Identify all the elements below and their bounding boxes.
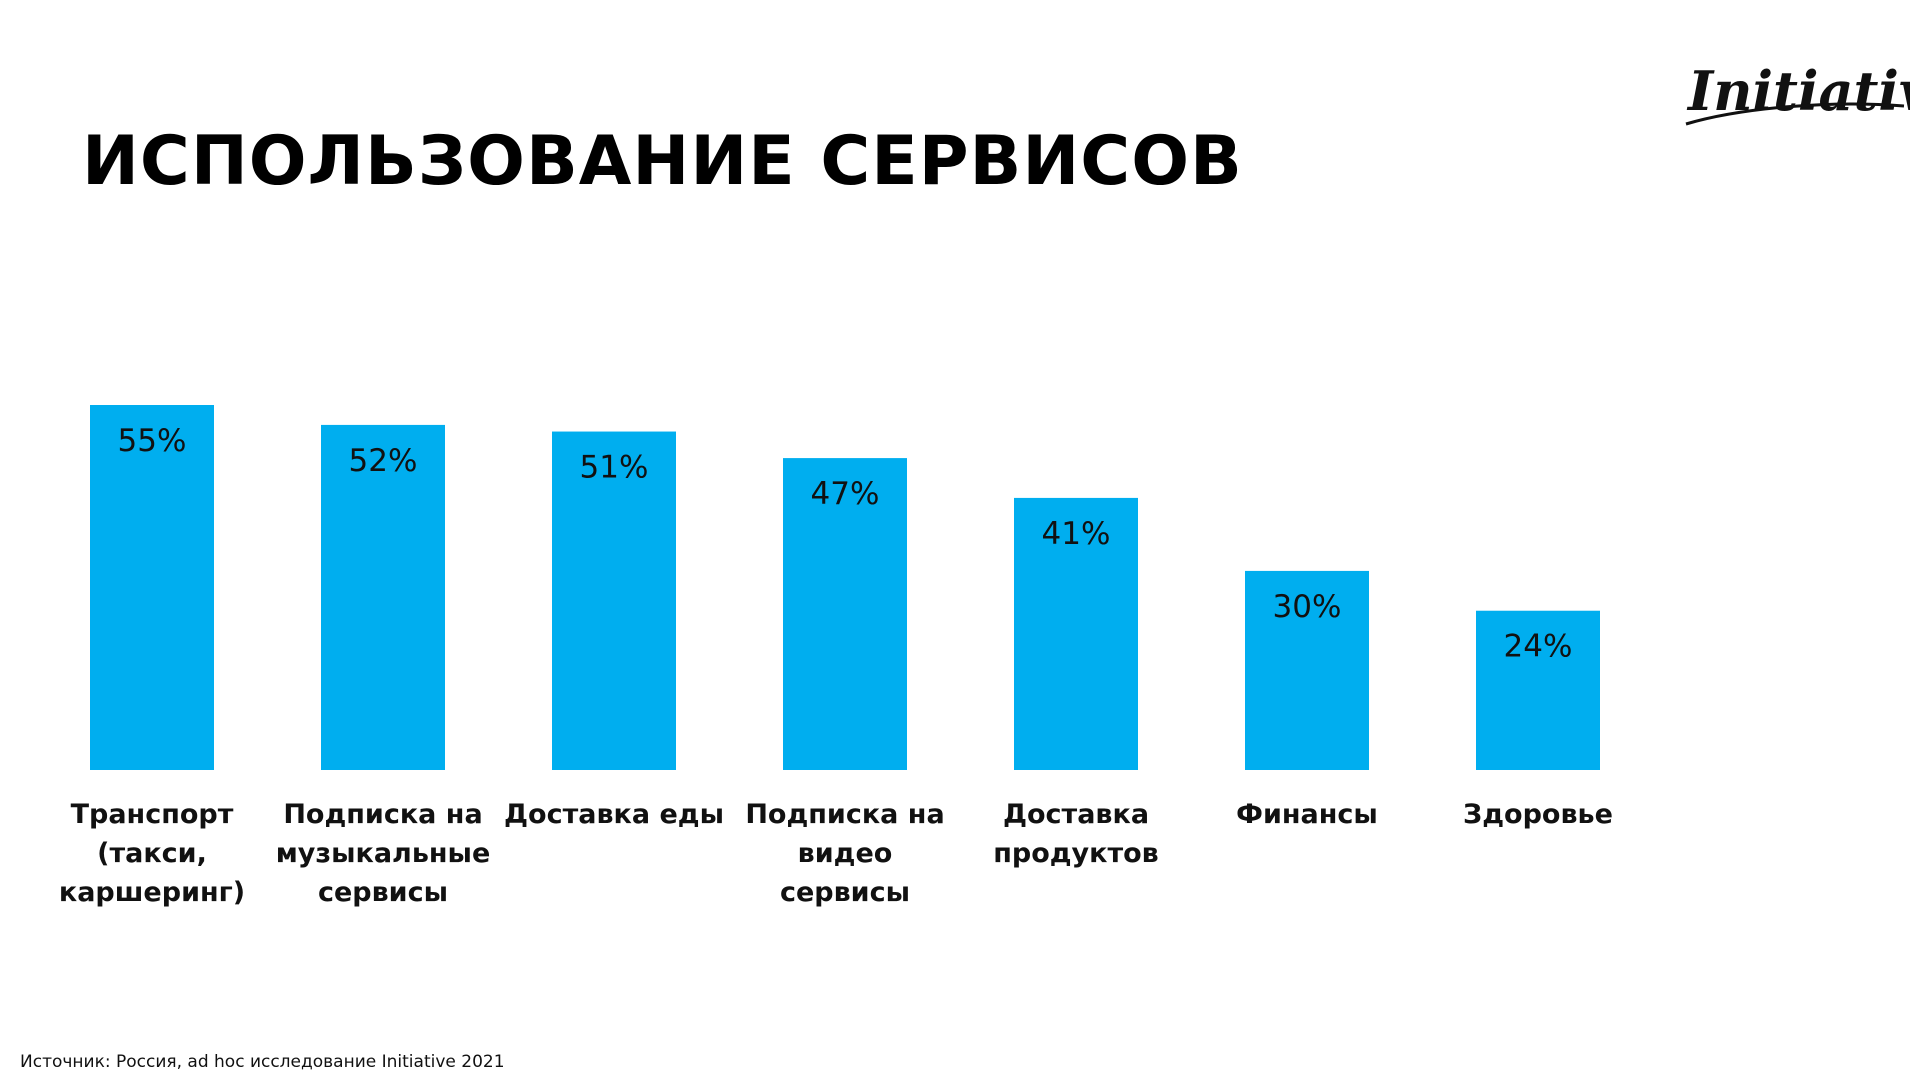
source-note: Источник: Россия, ad hoc исследование In…	[20, 1052, 505, 1072]
category-label: Транспорт (такси, каршеринг)	[37, 795, 267, 912]
bar-value-label: 47%	[811, 476, 880, 512]
category-label-line: музыкальные	[275, 838, 491, 869]
category-label: Подписка на видео сервисы	[730, 795, 960, 912]
category-label-line: Транспорт	[70, 799, 234, 830]
bar-5	[1014, 497, 1138, 770]
category-label-line: видео сервисы	[779, 838, 911, 908]
category-label-line: Подписка на	[283, 799, 483, 830]
category-label-line: сервисы	[317, 877, 449, 908]
category-label: Подписка на музыкальные сервисы	[268, 795, 498, 912]
category-label-line: (такси,	[97, 838, 207, 869]
category-label: Здоровье	[1423, 795, 1653, 834]
bar-value-label: 52%	[349, 443, 418, 479]
category-label-line: Доставка	[1002, 799, 1150, 830]
bar-value-label: 24%	[1504, 629, 1573, 665]
category-label-line: Финансы	[1236, 799, 1378, 830]
logo-text: Initiative	[1686, 59, 1910, 123]
category-label: Доставка продуктов	[961, 795, 1191, 873]
bar-value-label: 51%	[580, 450, 649, 486]
bar-3	[552, 431, 676, 770]
category-label-line: Подписка на	[745, 799, 945, 830]
bar-value-label: 30%	[1273, 589, 1342, 625]
initiative-logo: Initiative	[1685, 59, 1910, 126]
bar-7	[1476, 610, 1600, 770]
bar-6	[1245, 570, 1369, 770]
bar-value-label: 41%	[1042, 516, 1111, 552]
bar-1	[90, 405, 214, 770]
category-label-line: каршеринг)	[58, 877, 246, 908]
category-label-line: продуктов	[993, 838, 1159, 869]
bar-4	[783, 458, 907, 770]
logo-swash	[1685, 102, 1905, 126]
category-label: Доставка еды	[499, 795, 729, 834]
category-label: Финансы	[1192, 795, 1422, 834]
bar-2	[321, 424, 445, 770]
category-label-line: Здоровье	[1463, 799, 1613, 830]
page-title: ИСПОЛЬЗОВАНИЕ СЕРВИСОВ	[82, 122, 1243, 201]
bar-value-label: 55%	[118, 423, 187, 459]
category-label-line: Доставка еды	[503, 799, 725, 830]
